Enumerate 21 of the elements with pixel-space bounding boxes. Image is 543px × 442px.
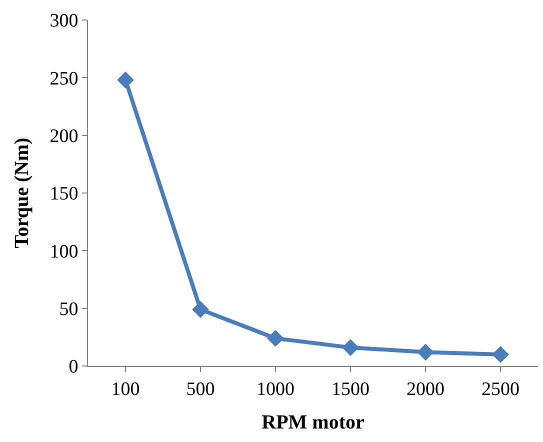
- point: [192, 301, 209, 318]
- x-tick-label: 100: [111, 378, 140, 400]
- y-tick-label: 300: [50, 10, 78, 32]
- x-tick-label: 2000: [406, 378, 444, 400]
- y-tick-label: 100: [50, 241, 78, 262]
- x-tick-label: 1000: [256, 378, 294, 400]
- y-axis-title: Torque (Nm): [11, 138, 34, 248]
- y-tick-label: 150: [50, 184, 78, 205]
- point: [117, 72, 134, 88]
- y-tick-label: 0: [68, 356, 78, 378]
- point: [492, 346, 509, 363]
- point: [417, 344, 434, 361]
- point: [267, 330, 284, 347]
- y-tick-label: 250: [50, 68, 78, 90]
- x-tick-label: 2500: [482, 378, 520, 400]
- x-tick-label: 500: [186, 378, 215, 400]
- x-axis-title: RPM motor: [262, 411, 364, 434]
- y-tick-label: 200: [50, 126, 78, 147]
- x-tick-label: 1500: [332, 378, 370, 400]
- y-tick-label: 50: [59, 298, 78, 320]
- point: [342, 339, 359, 356]
